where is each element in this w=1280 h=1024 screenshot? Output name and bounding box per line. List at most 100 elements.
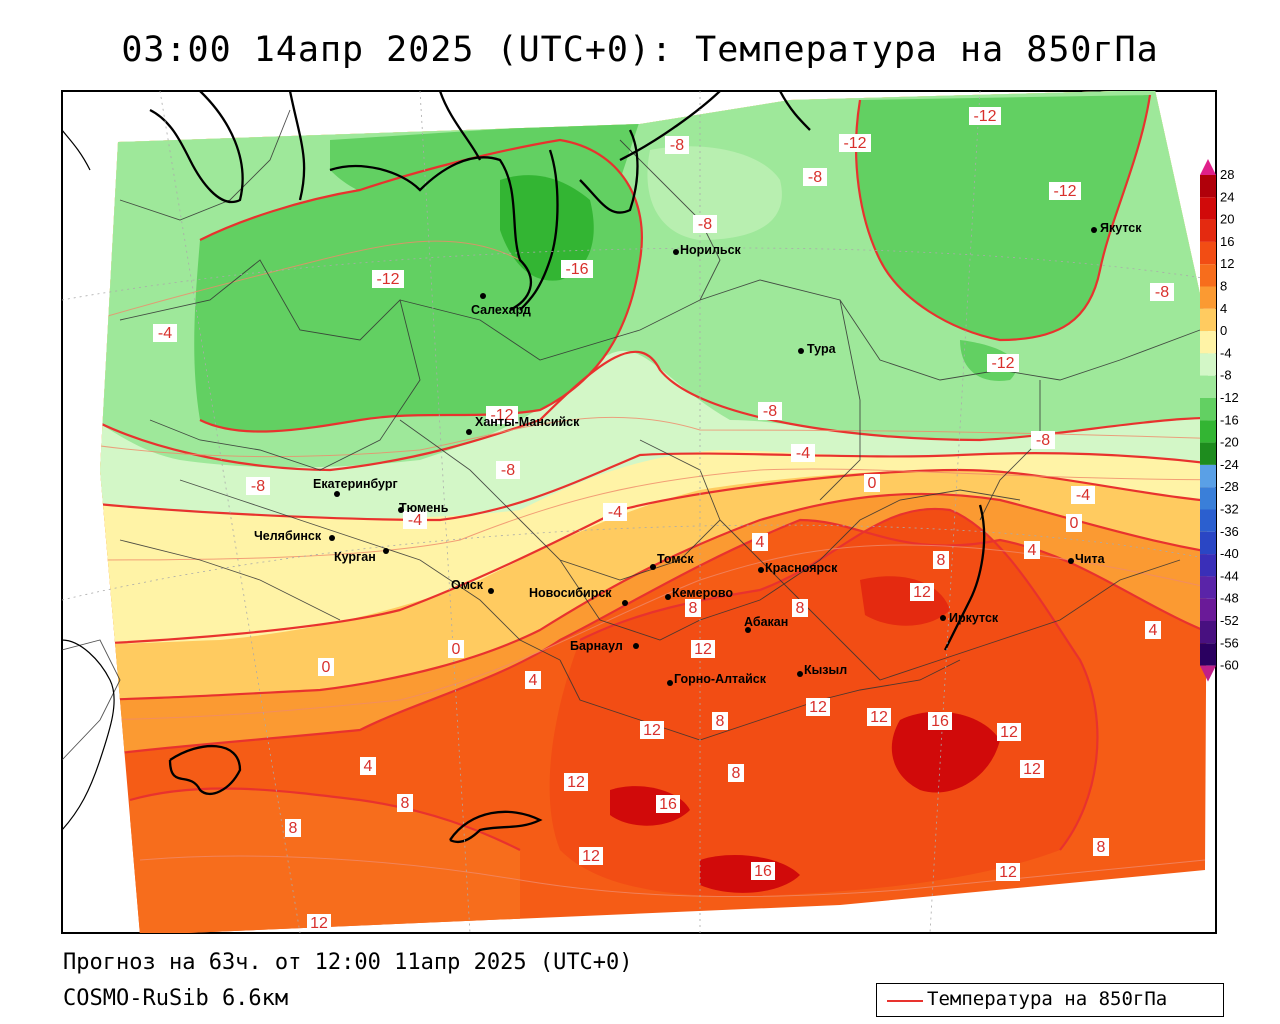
contour-label-box (486, 406, 518, 424)
contour-label-box (397, 794, 413, 812)
contour-label-box (153, 324, 177, 342)
contour-label: 4 (364, 758, 373, 775)
city-dot (622, 600, 628, 606)
contour-label: -8 (808, 169, 822, 186)
contour-label-box (752, 533, 768, 551)
contour-label: 16 (931, 713, 949, 730)
colorbar-tick-label: -20 (1220, 435, 1239, 450)
city-label: Кемерово (672, 586, 733, 600)
contour-label-box (1071, 486, 1095, 504)
city-label: Абакан (744, 615, 788, 629)
contour-label-box (246, 477, 270, 495)
contour-label-box (728, 764, 744, 782)
city-dot (940, 615, 946, 621)
contour-labels: -8 -12 -8 -12 -8 -12 -12 -16 -8 -4 -12 -12 -8 -8 -8 -4 -… (153, 107, 1174, 932)
colorbar-swatch-15 (1200, 509, 1216, 532)
contour-label: 8 (732, 765, 741, 782)
city-label: Кызыл (804, 663, 847, 677)
contour-label: -8 (1155, 284, 1169, 301)
city-dot (797, 671, 803, 677)
contour-label: 12 (567, 774, 585, 791)
contour-label: -4 (408, 512, 422, 529)
colorbar-swatch-13 (1200, 464, 1216, 488)
contour-label: -4 (796, 445, 810, 462)
colorbar-tick-label: -44 (1220, 568, 1239, 583)
colorbar-tick-label: -36 (1220, 524, 1239, 539)
contour-label: 12 (694, 641, 712, 658)
city-label: Иркутск (949, 611, 999, 625)
city-dot (488, 588, 494, 594)
contour-label: 12 (582, 848, 600, 865)
city-dot (650, 564, 656, 570)
colorbar-tick-label: -28 (1220, 479, 1239, 494)
city-label: Горно-Алтайск (674, 672, 767, 686)
city-dot (398, 507, 404, 513)
contour-label: -8 (698, 216, 712, 233)
contour-label-box (318, 658, 334, 676)
contour-label-box (1049, 182, 1081, 200)
contour-label: 12 (999, 864, 1017, 881)
contour-label-box (839, 134, 871, 152)
colorbar-tick-label: 0 (1220, 323, 1227, 338)
city-dot (745, 627, 751, 633)
colorbar-swatch-12 (1200, 442, 1216, 465)
contour-label: 12 (310, 915, 328, 932)
contour-label-box (1024, 541, 1040, 559)
contour-label: 12 (870, 709, 888, 726)
colorbar-tick-label: -16 (1220, 412, 1239, 427)
city-label: Челябинск (254, 529, 322, 543)
contour-label: -12 (843, 135, 866, 152)
colorbar-swatch-18 (1200, 576, 1216, 599)
contour-label-box (987, 354, 1019, 372)
city-dot (329, 535, 335, 541)
coastline (149, 91, 986, 844)
colorbar-swatch-20 (1200, 621, 1216, 644)
contour-label-box (496, 461, 520, 479)
colorbar-swatch-8 (1200, 353, 1216, 376)
contour-label: -8 (1036, 432, 1050, 449)
colorbar-swatch-10 (1200, 398, 1216, 421)
contour-label-box (864, 474, 880, 492)
contour-label-box (691, 640, 715, 658)
colorbar-tick-label: -52 (1220, 613, 1239, 628)
contour-label-box (803, 168, 827, 186)
legend-line-sample (887, 1000, 923, 1002)
colorbar-swatch-1 (1200, 197, 1216, 220)
contour-label-box (640, 721, 664, 739)
temperature-field (100, 91, 1208, 933)
contour-label: -8 (251, 478, 265, 495)
colorbar-tick-label: -32 (1220, 502, 1239, 517)
contour-label: 0 (1070, 515, 1079, 532)
colorbar-tick-label: 28 (1220, 167, 1234, 182)
contour-label-box (997, 723, 1021, 741)
colorbar-tick-label: 12 (1220, 256, 1234, 271)
contour-label: 16 (754, 863, 772, 880)
colorbar-tick-label: -24 (1220, 457, 1239, 472)
contour-label-box (933, 551, 949, 569)
city-label: Ханты-Мансийск (475, 415, 580, 429)
colorbar-swatch-5 (1200, 286, 1216, 309)
contour-label: 12 (1023, 761, 1041, 778)
contour-label: 8 (289, 820, 298, 837)
city-label: Омск (451, 578, 484, 592)
contour-label: 0 (868, 475, 877, 492)
city-markers: Норильск Салехард Тура Якутск Ханты-Мансийск… (254, 221, 1142, 686)
contour-label-box (969, 107, 1001, 125)
contour-label-box (806, 698, 830, 716)
city-label: Томск (657, 552, 694, 566)
contour-label: 12 (809, 699, 827, 716)
contour-label: 12 (643, 722, 661, 739)
forecast-map: -8 -12 -8 -12 -8 -12 -12 -16 -8 -4 -12 -12 -8 -8 -8 -4 -… (61, 90, 1239, 934)
colorbar-swatch-17 (1200, 554, 1216, 577)
city-label: Салехард (471, 303, 531, 317)
contour-label-box (1066, 514, 1082, 532)
colorbar-tick-label: -4 (1220, 345, 1232, 360)
contour-label: 4 (1028, 542, 1037, 559)
contour-label: 8 (937, 552, 946, 569)
contour-label: 0 (452, 641, 461, 658)
contour-label: -12 (991, 355, 1014, 372)
contour-label-box (1093, 838, 1109, 856)
colorbar-tick-label: 8 (1220, 279, 1227, 294)
contour-label: 12 (913, 584, 931, 601)
contour-label: -4 (158, 325, 172, 342)
